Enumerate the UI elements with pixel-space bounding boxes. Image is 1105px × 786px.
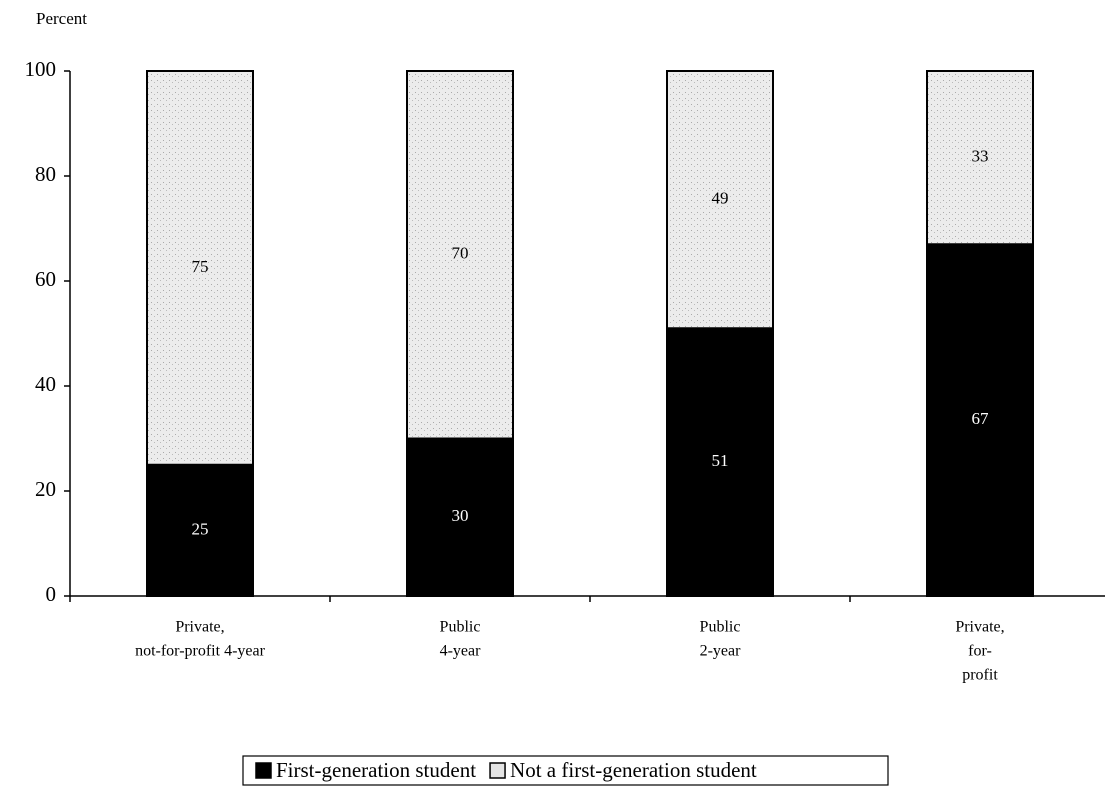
x-tick-label: not-for-profit 4-year xyxy=(135,643,266,660)
x-tick-label: Public xyxy=(440,619,481,636)
data-label: 67 xyxy=(972,409,990,428)
legend-label: Not a first-generation student xyxy=(510,758,757,782)
y-tick-label: 40 xyxy=(35,372,56,396)
x-tick-label: Private, xyxy=(955,619,1004,636)
data-label: 70 xyxy=(452,244,469,263)
x-tick-label: 2-year xyxy=(700,643,742,660)
legend-label: First-generation student xyxy=(276,758,476,782)
legend-swatch xyxy=(489,762,506,779)
x-tick-label: Public xyxy=(700,619,741,636)
y-tick-label: 0 xyxy=(46,582,57,606)
bar-segment xyxy=(146,463,254,597)
data-label: 51 xyxy=(712,451,729,470)
x-tick-label: profit xyxy=(962,667,998,684)
bar-segment xyxy=(666,70,774,330)
bar-segment xyxy=(146,70,254,466)
x-tick-label: Private, xyxy=(175,619,224,636)
bar-segment xyxy=(406,437,514,597)
y-tick-label: 20 xyxy=(35,477,56,501)
legend-swatch xyxy=(255,762,272,779)
x-tick-label: 4-year xyxy=(440,643,482,660)
bar-segment xyxy=(406,70,514,440)
y-tick-label: 80 xyxy=(35,162,56,186)
y-axis-label: Percent xyxy=(36,9,87,28)
data-label: 75 xyxy=(192,257,209,276)
x-tick-label: for- xyxy=(968,643,992,660)
data-label: 49 xyxy=(712,189,729,208)
bar-segment xyxy=(666,327,774,597)
data-label: 25 xyxy=(192,519,209,538)
legend-box xyxy=(242,755,889,786)
data-label: 33 xyxy=(972,147,989,166)
bar-segment xyxy=(926,70,1034,246)
data-label: 30 xyxy=(452,506,469,525)
y-tick-label: 100 xyxy=(25,57,57,81)
y-tick-label: 60 xyxy=(35,267,56,291)
bar-segment xyxy=(926,243,1034,597)
